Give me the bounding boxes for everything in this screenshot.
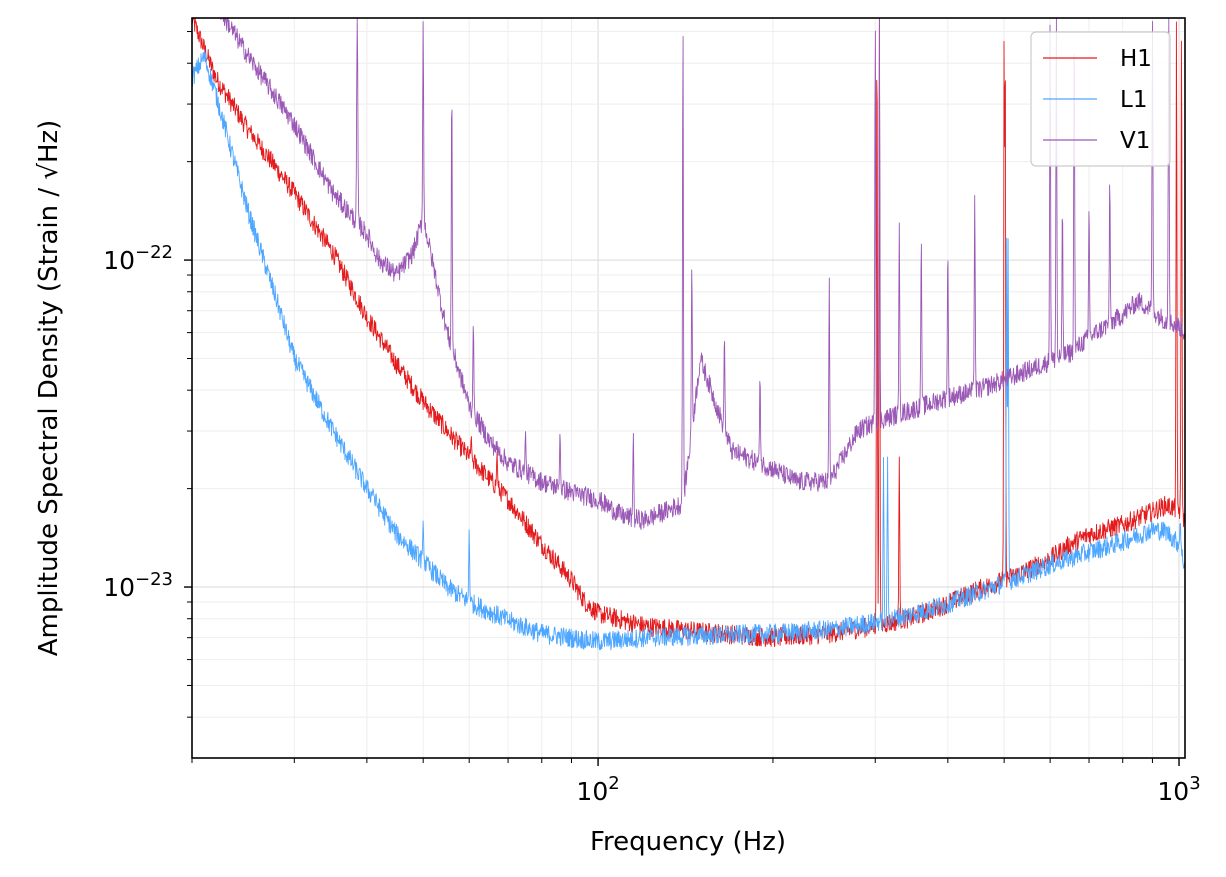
tick-labels: 102 103 10−23 10−22 bbox=[103, 242, 1200, 806]
y-axis-label: Amplitude Spectral Density (Strain / √Hz… bbox=[34, 120, 64, 657]
series-line-v1 bbox=[220, 18, 1185, 530]
series-line-l1 bbox=[192, 49, 1185, 651]
plot-frame bbox=[191, 17, 1186, 759]
y-tick-label: 10−23 bbox=[103, 569, 173, 602]
legend-box bbox=[1030, 31, 1171, 167]
legend-label-h1: H1 bbox=[1120, 46, 1152, 72]
legend: H1 L1 V1 bbox=[1030, 31, 1171, 167]
y-tick-label: 10−22 bbox=[103, 242, 173, 275]
legend-label-l1: L1 bbox=[1120, 87, 1147, 113]
legend-label-v1: V1 bbox=[1120, 128, 1150, 154]
x-axis-label: Frequency (Hz) bbox=[590, 827, 786, 857]
x-tick-label: 102 bbox=[576, 773, 619, 806]
x-tick-label: 103 bbox=[1157, 773, 1200, 806]
series-layer bbox=[192, 18, 1185, 651]
axis-ticks bbox=[184, 31, 1180, 766]
